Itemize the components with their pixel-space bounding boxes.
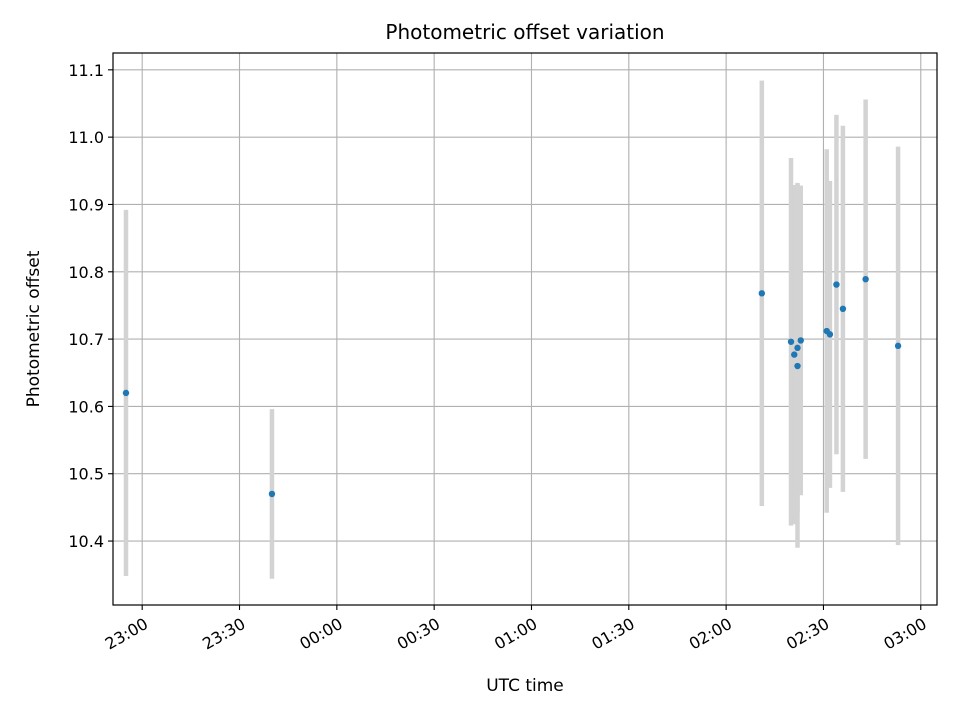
data-point [758, 290, 766, 297]
x-tick-label: 02:00 [686, 614, 735, 654]
plot-frame [112, 52, 938, 606]
error-bars [123, 80, 901, 579]
grid-lines [113, 53, 937, 605]
data-point [122, 389, 130, 397]
data-point [862, 275, 869, 283]
x-tick-label: 01:30 [588, 614, 637, 654]
data-point [794, 362, 801, 370]
data-point [268, 490, 276, 498]
x-tick-label: 03:00 [880, 614, 929, 654]
y-tick-label: 10.9 [68, 195, 104, 214]
y-tick-label: 10.6 [68, 397, 104, 416]
y-tick-label: 10.4 [68, 532, 104, 551]
data-point [839, 305, 847, 313]
data-point [826, 331, 834, 338]
x-tick-label: 01:00 [491, 614, 540, 654]
x-tick-label: 02:30 [783, 614, 832, 654]
data-point [797, 337, 804, 344]
x-tick-label: 23:30 [199, 614, 248, 654]
y-tick-label: 10.7 [68, 330, 104, 349]
data-point [833, 281, 840, 288]
y-tick-label: 11.0 [68, 128, 104, 147]
y-axis-label: Photometric offset [24, 250, 44, 407]
x-axis-label: UTC time [486, 676, 564, 696]
data-points [122, 275, 902, 498]
y-tick-label: 10.8 [68, 263, 104, 282]
y-tick-label: 10.5 [68, 465, 104, 484]
data-point [791, 351, 798, 358]
x-axis-ticks: 23:00 23:30 00:00 00:30 01:00 01:30 02:00 02:30… [102, 605, 930, 654]
y-tick-label: 11.1 [68, 61, 104, 80]
data-point [794, 344, 801, 352]
data-point [894, 342, 902, 350]
data-point [787, 338, 795, 345]
x-tick-label: 23:00 [102, 614, 151, 654]
x-tick-label: 00:00 [296, 614, 345, 654]
x-tick-label: 00:30 [394, 614, 443, 654]
y-axis-ticks: 10.4 10.5 10.6 10.7 10.8 10.9 11.0 11.1 [68, 61, 113, 551]
chart-title: Photometric offset variation [385, 20, 664, 44]
